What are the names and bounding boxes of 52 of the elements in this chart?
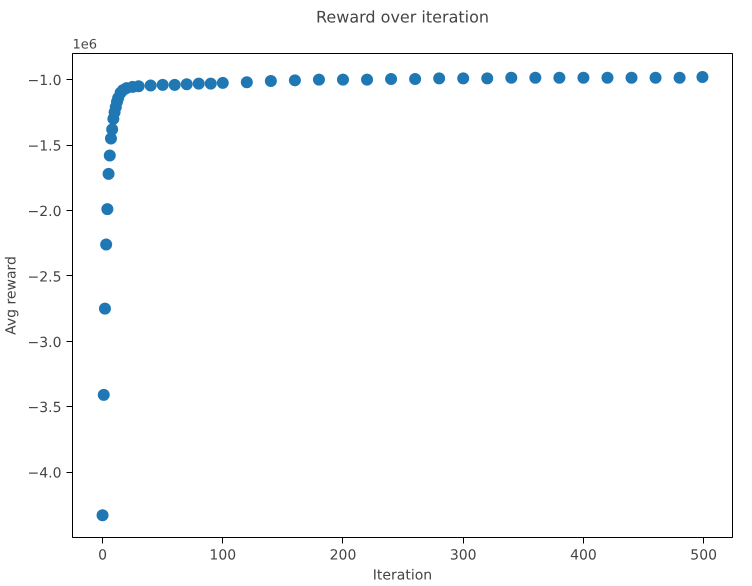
point: [168, 78, 181, 91]
x-tick-label: 0: [98, 548, 108, 564]
y-tick-label: −1.5: [28, 138, 62, 155]
point: [106, 123, 118, 136]
point: [650, 72, 662, 84]
chart-title: Reward over iteration: [316, 8, 490, 26]
y-tick-label: −4.0: [28, 466, 62, 482]
y-tick-label: −2.0: [28, 204, 62, 220]
y-tick-label: −1.0: [28, 73, 62, 90]
point: [361, 74, 374, 86]
point: [180, 78, 193, 90]
point: [240, 76, 253, 88]
point: [505, 72, 518, 84]
point: [144, 80, 157, 92]
y-tick-label: −3.5: [28, 400, 62, 416]
x-tick-label: 100: [209, 548, 236, 564]
point: [481, 72, 494, 84]
x-axis-title: Iteration: [372, 568, 432, 584]
point: [156, 78, 169, 91]
point: [98, 388, 110, 401]
point: [216, 76, 229, 89]
point: [102, 168, 115, 180]
point: [336, 74, 349, 86]
y-tick-label: −2.5: [28, 269, 62, 286]
text: 1e6: [72, 38, 98, 52]
point: [288, 74, 301, 86]
point: [674, 72, 686, 84]
y-tick-label: −3.0: [28, 334, 62, 351]
point: [409, 73, 422, 85]
y-axis-title: Avg reward: [4, 256, 20, 335]
point: [98, 302, 111, 315]
point: [433, 72, 446, 84]
x-tick-label: 300: [450, 548, 477, 564]
point: [553, 72, 566, 84]
point: [96, 509, 109, 522]
x-tick-label: 200: [330, 548, 356, 564]
point: [626, 72, 638, 84]
point: [101, 203, 114, 216]
x-tick-label: 400: [570, 548, 597, 564]
point: [577, 72, 590, 84]
point: [457, 72, 470, 84]
point: [264, 74, 277, 87]
point: [100, 238, 112, 250]
point: [204, 78, 217, 90]
point: [312, 74, 325, 86]
point: [696, 71, 708, 84]
point: [385, 73, 398, 85]
x-tick-label: 500: [690, 548, 718, 564]
point: [601, 72, 614, 84]
point: [529, 72, 542, 84]
point: [104, 150, 116, 162]
point: [192, 78, 205, 90]
